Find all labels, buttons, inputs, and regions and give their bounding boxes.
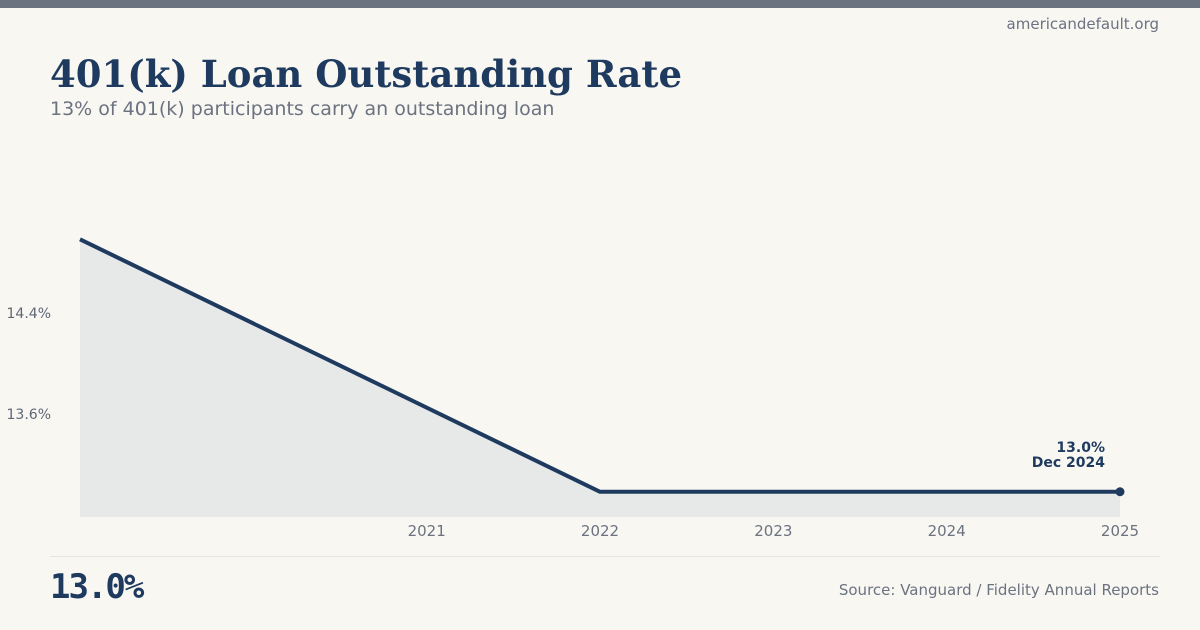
page-subtitle: 13% of 401(k) participants carry an outs…: [50, 98, 555, 120]
y-tick-label: 14.4%: [6, 306, 51, 322]
site-url: americandefault.org: [1006, 15, 1159, 33]
footer-divider: [50, 556, 1160, 557]
x-tick-label: 2022: [580, 522, 620, 540]
annotation-value: 13.0%: [1056, 440, 1105, 456]
page-title: 401(k) Loan Outstanding Rate: [50, 52, 683, 96]
x-tick-label: 2024: [927, 522, 966, 540]
x-tick-label: 2023: [754, 522, 793, 540]
trend-line: [79, 237, 1120, 494]
x-tick-label: 2025: [1100, 522, 1140, 540]
annotation-date: Dec 2024: [1031, 455, 1105, 471]
top-accent-bar: [0, 0, 1200, 8]
x-tick-label: 2021: [407, 522, 446, 540]
y-tick-label: 13.6%: [6, 407, 51, 423]
source-attribution: Source: Vanguard / Fidelity Annual Repor…: [838, 581, 1159, 599]
headline-stat: 13.0%: [50, 567, 144, 607]
end-point-marker: [1115, 487, 1125, 497]
end-point-annotation: 13.0% Dec 2024: [1032, 441, 1105, 471]
area-fill: [80, 239, 1120, 518]
